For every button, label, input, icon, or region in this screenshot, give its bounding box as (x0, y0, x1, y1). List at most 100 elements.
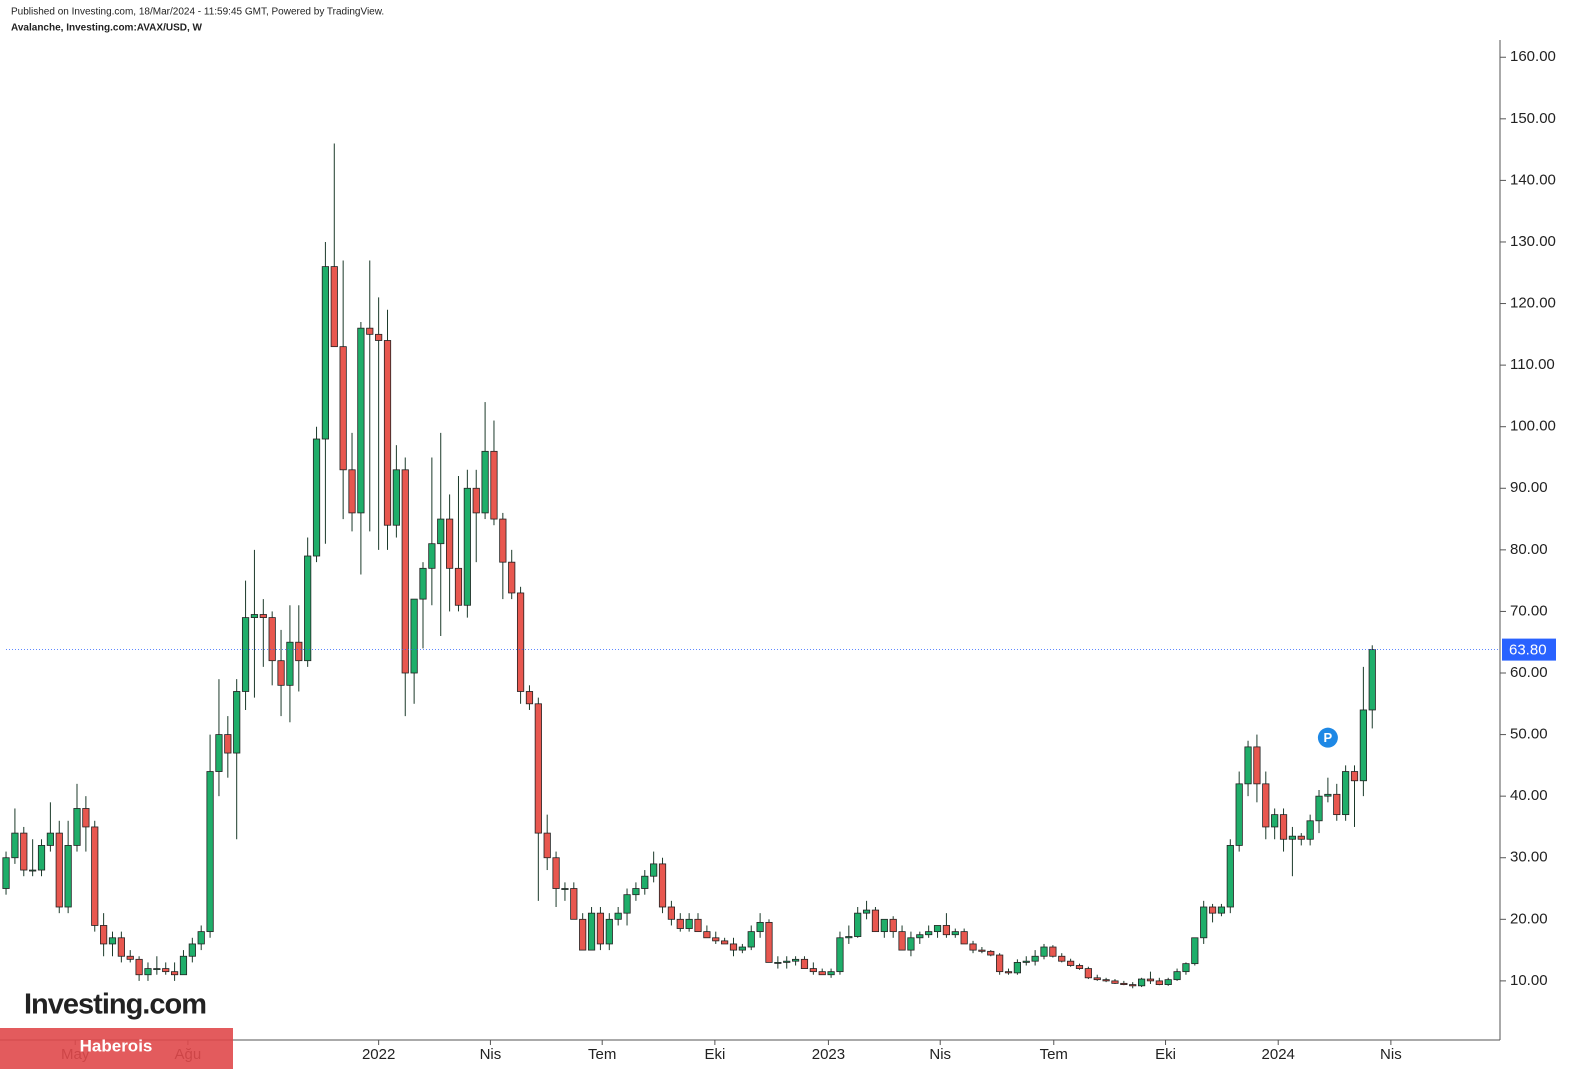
candle-body (969, 943, 977, 951)
candle-body (383, 340, 392, 526)
candle-body (1350, 771, 1359, 782)
candle-body (73, 808, 81, 846)
candle-body (508, 561, 516, 594)
candle-body (1031, 955, 1039, 962)
candle-body (330, 266, 338, 348)
candle-body (827, 971, 835, 976)
chart-title: Avalanche, Investing.com:AVAX/USD, W (11, 23, 203, 34)
candle-body (490, 450, 498, 520)
candle-body (783, 960, 791, 963)
candle-body (321, 266, 330, 440)
candle-body (1315, 795, 1323, 822)
candle-body (348, 469, 356, 514)
candle-body (108, 937, 117, 945)
x-tick-label: Nis (929, 1046, 951, 1063)
candle-body (37, 845, 46, 871)
candle-body (472, 487, 480, 514)
candle-body (446, 518, 454, 569)
candle-body (818, 971, 826, 976)
candle-body (703, 931, 711, 939)
candle-body (898, 931, 906, 951)
candle-body (1102, 979, 1110, 982)
candle-body (64, 845, 72, 908)
candle-body (1191, 937, 1199, 965)
candle-body (534, 703, 542, 834)
candle-body (685, 918, 693, 929)
candle-body (729, 943, 738, 951)
candle-body (809, 968, 817, 973)
candle-body (499, 518, 507, 563)
candle-body (765, 921, 773, 963)
last-price-box (1502, 638, 1556, 661)
candle-body (916, 934, 924, 939)
candle-body (570, 888, 578, 920)
candle-body (1279, 814, 1288, 840)
candle-body (410, 598, 418, 674)
candle-body (907, 937, 915, 951)
candle-body (1235, 783, 1243, 846)
candle-body (224, 734, 232, 754)
candle-body (401, 469, 409, 674)
candle-body (2, 857, 10, 889)
y-tick-label: 120.00 (1510, 295, 1556, 312)
y-tick-label: 160.00 (1510, 48, 1556, 65)
candle-body (1058, 955, 1066, 962)
candle-body (1084, 968, 1092, 979)
source-line: Published on Investing.com, 18/Mar/2024 … (11, 7, 384, 18)
candle-body (428, 543, 436, 569)
candle-body (437, 518, 445, 545)
candle-body (419, 567, 427, 600)
candle-body (1271, 814, 1279, 828)
candle-body (1262, 783, 1270, 828)
candle-body (392, 469, 400, 526)
y-tick-label: 30.00 (1510, 849, 1548, 866)
candle-body (375, 333, 383, 341)
candle-body (1022, 960, 1030, 963)
candle-body (233, 691, 241, 754)
candle-body (144, 968, 152, 976)
y-tick-label: 80.00 (1510, 541, 1548, 558)
candle-body (1164, 979, 1172, 985)
candle-body (1297, 835, 1305, 840)
candle-body (312, 438, 321, 557)
candle-body (153, 968, 161, 970)
candle-body (694, 918, 702, 933)
y-tick-label: 50.00 (1510, 726, 1548, 743)
candle-body (304, 555, 312, 662)
candle-body (1288, 835, 1296, 840)
candle-body (1342, 771, 1350, 816)
y-tick-label: 150.00 (1510, 110, 1556, 127)
candle-body (1004, 971, 1013, 974)
event-marker (1317, 727, 1338, 748)
candle-body (1137, 978, 1146, 987)
candle-body (650, 863, 658, 877)
candle-body (1333, 793, 1341, 816)
candle-body (463, 487, 471, 606)
candle-body (1129, 984, 1137, 987)
y-tick-label: 60.00 (1510, 664, 1548, 681)
x-tick-label: Tem (1040, 1046, 1068, 1063)
candle-body (774, 962, 782, 964)
candle-body (1244, 746, 1252, 785)
candle-body (756, 921, 764, 933)
logo: Investing.com (24, 989, 206, 1021)
candle-body (295, 641, 303, 662)
candle-body (1182, 963, 1190, 973)
candle-body (259, 614, 267, 618)
candle-body (552, 857, 560, 889)
candle-body (587, 912, 596, 951)
candle-body (286, 641, 294, 686)
candle-body (676, 918, 684, 929)
candle-body (1306, 820, 1314, 840)
candle-body (1253, 746, 1261, 785)
candle-body (525, 691, 534, 705)
candle-body (738, 946, 746, 951)
candle-body (632, 888, 640, 896)
candle-body (800, 958, 809, 969)
y-tick-label: 110.00 (1510, 356, 1555, 373)
candle-body (1217, 906, 1226, 914)
candle-body (658, 863, 667, 908)
y-tick-label: 70.00 (1510, 602, 1548, 619)
x-tick-label: Eki (704, 1046, 725, 1063)
